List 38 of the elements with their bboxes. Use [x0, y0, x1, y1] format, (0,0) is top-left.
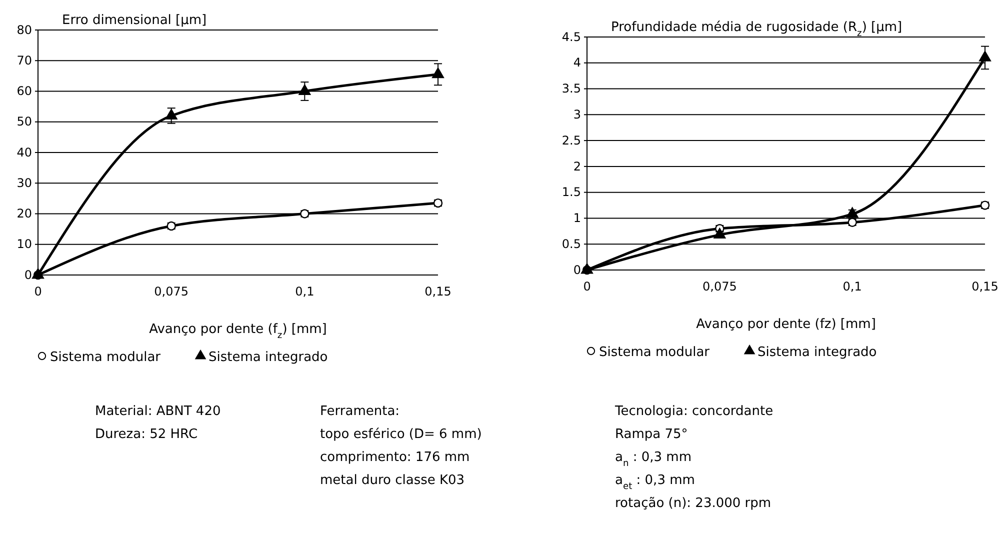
- y-axis-title: Erro dimensional [µm]: [62, 13, 207, 28]
- y-tick-label: 10: [16, 237, 32, 252]
- legend-label: Sistema modular: [50, 350, 162, 365]
- y-tick-label: 4: [573, 56, 581, 70]
- x-axis-title: Avanço por dente (f$_{z}$) [mm]: [149, 322, 327, 341]
- x-tick-label: 0: [583, 280, 591, 294]
- text: Material: ABNT 420 Dureza: 52 HRC: [95, 404, 221, 442]
- legend-label: Sistema integrado: [758, 345, 877, 360]
- y-tick-label: 30: [16, 176, 32, 190]
- y-tick-label: 1: [573, 211, 581, 226]
- x-tick-label: 0,15: [972, 280, 998, 294]
- x-tick-label: 0,1: [842, 280, 862, 294]
- y-tick-label: 2: [573, 159, 581, 174]
- y-tick-label: 0: [24, 268, 32, 282]
- y-tick-label: 0.5: [562, 236, 581, 251]
- y-tick-label: 4.5: [562, 30, 581, 44]
- y-tick-label: 60: [16, 84, 32, 98]
- y-tick-label: 40: [16, 145, 32, 160]
- y-tick-label: 0: [573, 262, 581, 277]
- x-tick-label: 0,075: [702, 280, 737, 294]
- y-tick-label: 3: [573, 108, 581, 122]
- x-tick-label: 0,1: [295, 284, 314, 299]
- x-tick-label: 0: [34, 284, 42, 299]
- text: Tecnologia: concordante Rampa 75° a$_{n}$ : 0,3 mm a$_{et}$ : 0,3 mm rotação (n): 23.000 rpm: [615, 404, 774, 511]
- y-tick-label: 70: [16, 53, 32, 68]
- y-tick-label: 1.5: [562, 185, 581, 200]
- x-tick-label: 0,075: [154, 284, 189, 299]
- y-tick-label: 80: [16, 22, 32, 37]
- y-tick-label: 50: [16, 114, 32, 129]
- y-tick-label: 3.5: [562, 82, 581, 96]
- x-tick-label: 0,15: [424, 284, 452, 299]
- y-tick-label: 20: [16, 206, 32, 221]
- x-axis-title: Avanço por dente (fz) [mm]: [696, 317, 876, 332]
- legend-label: Sistema integrado: [208, 350, 328, 365]
- text: Ferramenta: topo esférico (D= 6 mm) comprimento: 176 mm metal duro classe K03: [320, 404, 482, 488]
- y-tick-label: 2.5: [562, 133, 581, 148]
- legend-label: Sistema modular: [599, 345, 710, 360]
- y-axis-title: Profundidade média de rugosidade (R$_{z}$) [µm]: [611, 20, 902, 39]
